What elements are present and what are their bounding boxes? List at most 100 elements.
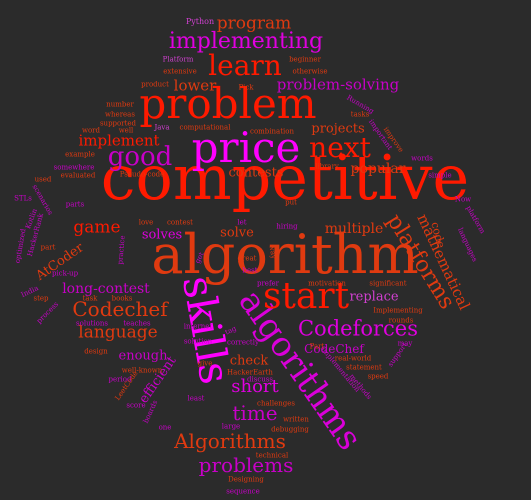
- word-long-contest: long-contest: [62, 281, 150, 297]
- word-motivation: motivation: [308, 279, 346, 288]
- word-real-world: real-world: [334, 354, 372, 363]
- word-pick-up: pick-up: [51, 269, 79, 278]
- word-words: words: [411, 154, 433, 163]
- word-simple: simple: [428, 171, 452, 180]
- word-solutions: solutions: [76, 319, 108, 328]
- word-whereas: whereas: [105, 110, 135, 119]
- word-period: period: [108, 375, 132, 384]
- word-technical: technical: [255, 451, 289, 460]
- word-parts: parts: [65, 200, 85, 209]
- word-combination: combination: [250, 127, 294, 136]
- word-implementing: implementing: [168, 29, 324, 54]
- word-beginner: beginner: [289, 55, 321, 64]
- word-extensive: extensive: [163, 67, 197, 76]
- word-price: price: [191, 123, 301, 172]
- word-let: let: [237, 218, 247, 227]
- word-designing: Designing: [228, 475, 264, 484]
- word-well: well: [118, 126, 134, 135]
- word-lower: lower: [173, 76, 217, 95]
- word-pick: Pick: [238, 83, 254, 92]
- word-part: part: [40, 243, 56, 252]
- word-short: short: [231, 376, 279, 397]
- word-replace: replace: [349, 289, 399, 305]
- word-python: Python: [185, 17, 215, 26]
- word-design: design: [84, 347, 108, 356]
- word-process: process: [35, 300, 61, 326]
- word-check: check: [229, 353, 269, 369]
- word-game: game: [73, 217, 121, 238]
- word-platform: platform: [464, 204, 487, 235]
- word-statement: statement: [346, 363, 382, 372]
- word-java: Java: [154, 123, 170, 132]
- word-significant: significant: [369, 279, 407, 288]
- word-now: Now: [454, 195, 472, 204]
- word-give: give: [197, 359, 213, 368]
- word-least: least: [187, 394, 205, 403]
- word-somewhere: somewhere: [53, 163, 95, 172]
- word-algorithms: Algorithms: [174, 429, 286, 453]
- word-evaluated: evaluated: [60, 171, 96, 180]
- word-teaches: teaches: [123, 319, 151, 328]
- word-start: start: [262, 276, 350, 317]
- word-algorithm: algorithm: [151, 223, 419, 286]
- word-optimized: optimized: [13, 228, 28, 264]
- word-hackerearth: HackerEarth: [227, 368, 273, 377]
- word-stls: STLs: [14, 194, 32, 203]
- word-used: used: [34, 175, 52, 184]
- word-languages: languages: [456, 226, 479, 263]
- word-contests: contests: [228, 165, 284, 181]
- word-implementing: Implementing: [373, 306, 423, 315]
- word-practice: practice: [116, 235, 127, 265]
- word-pseudo-code: Pseudo-code: [119, 170, 165, 179]
- word-prefer: prefer: [256, 279, 280, 288]
- word-great: great: [237, 254, 257, 263]
- word-problem-solving: problem-solving: [276, 75, 400, 94]
- word-good: good: [107, 142, 173, 172]
- word-implement: implement: [78, 131, 160, 150]
- word-codechef: CodeChef: [304, 342, 364, 356]
- word-may: may: [397, 339, 413, 348]
- word-tasks: tasks: [350, 110, 370, 119]
- word-time: time: [232, 401, 278, 425]
- word-best: best: [242, 266, 258, 275]
- word-hiring: hiring: [276, 222, 298, 231]
- word-one: one: [158, 423, 172, 432]
- word-sequence: sequence: [226, 487, 260, 496]
- word-solves: solves: [141, 227, 183, 243]
- word-contest: contest: [166, 218, 194, 227]
- word-popular: popular: [350, 161, 406, 177]
- word-speed: speed: [367, 372, 389, 381]
- word-step: step: [33, 294, 49, 303]
- word-next: next: [309, 131, 371, 164]
- word-correctly: correctly: [227, 338, 259, 347]
- word-word: word: [81, 126, 101, 135]
- word-supported: supported: [99, 119, 137, 128]
- word-rounds: rounds: [388, 316, 414, 325]
- word-product: product: [141, 80, 169, 89]
- word-platform: Platform: [162, 55, 194, 64]
- word-love: love: [138, 218, 154, 227]
- word-library: library: [315, 162, 339, 171]
- word-challenges: challenges: [257, 399, 295, 408]
- word-language: language: [78, 322, 158, 343]
- word-projects: projects: [311, 121, 365, 137]
- word-competitive: competitive: [100, 141, 470, 214]
- word-problems: problems: [198, 453, 294, 477]
- word-well-known: well-known: [121, 366, 163, 375]
- word-way: way: [267, 244, 278, 260]
- word-computational: computational: [179, 123, 231, 132]
- word-learn: learn: [208, 49, 282, 82]
- word-solution: solution: [183, 337, 213, 346]
- word-problem: problem: [139, 79, 317, 128]
- word-codeforces: Codeforces: [297, 316, 419, 341]
- word-written: written: [283, 415, 309, 424]
- word-large: large: [221, 422, 241, 431]
- word-codechef: Codechef: [72, 297, 168, 321]
- word-score: score: [126, 401, 146, 410]
- word-solve: solve: [220, 225, 254, 241]
- word-debugging: debugging: [271, 425, 309, 434]
- word-program: program: [216, 13, 292, 34]
- word-books: books: [111, 294, 133, 303]
- word-put: put: [285, 198, 297, 207]
